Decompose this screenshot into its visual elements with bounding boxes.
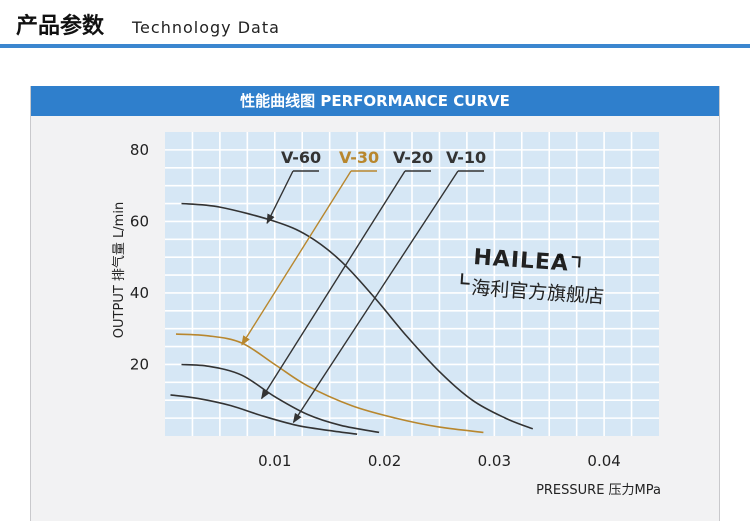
y-axis-label: OUTPUT 排气量 L/min: [111, 202, 127, 338]
x-tick-label: 0.03: [478, 452, 511, 470]
chart-panel: 性能曲线图 PERFORMANCE CURVE 20 40 60 80 0.01 0.0…: [30, 86, 720, 521]
series-pointers: [241, 170, 484, 424]
y-tick-label: 80: [130, 141, 149, 159]
series-line-v-20: [181, 363, 380, 434]
pointer-arrow-v-20: [261, 170, 406, 400]
x-axis-label: PRESSURE 压力MPa: [536, 483, 661, 498]
pointer-arrow-v-10: [292, 170, 459, 424]
page-title: 产品参数: [16, 14, 105, 39]
series-label-v-10: V-10: [446, 148, 486, 167]
y-tick-label: 20: [130, 355, 149, 373]
logo-reg: ®: [555, 253, 565, 264]
y-tick-label: 60: [130, 212, 149, 230]
page-subtitle: Technology Data: [132, 18, 280, 37]
series-lines: [170, 202, 534, 435]
x-tick-label: 0.01: [258, 452, 291, 470]
pointer-arrow-v-60: [266, 170, 294, 225]
y-tick-label: 40: [130, 284, 149, 302]
page-header: 产品参数 Technology Data: [0, 0, 750, 48]
x-tick-label: 0.04: [587, 452, 620, 470]
series-line-v-10: [170, 394, 358, 435]
series-label-v-20: V-20: [393, 148, 433, 167]
series-line-v-60: [181, 202, 534, 430]
chart-title: 性能曲线图 PERFORMANCE CURVE: [31, 86, 719, 116]
series-label-v-30: V-30: [339, 148, 379, 167]
series-label-v-60: V-60: [281, 148, 321, 167]
header-divider: [0, 44, 750, 48]
x-tick-label: 0.02: [368, 452, 401, 470]
logo-bracket-top: [571, 255, 581, 268]
logo-bracket-bottom: [460, 273, 470, 285]
x-tick-labels: 0.01 0.02 0.03 0.04: [258, 452, 621, 470]
y-tick-labels: 20 40 60 80: [130, 141, 149, 374]
pointer-arrow-v-30: [241, 170, 352, 346]
series-line-v-30: [175, 333, 484, 434]
series-labels: V-60 V-30 V-20 V-10: [281, 148, 486, 167]
